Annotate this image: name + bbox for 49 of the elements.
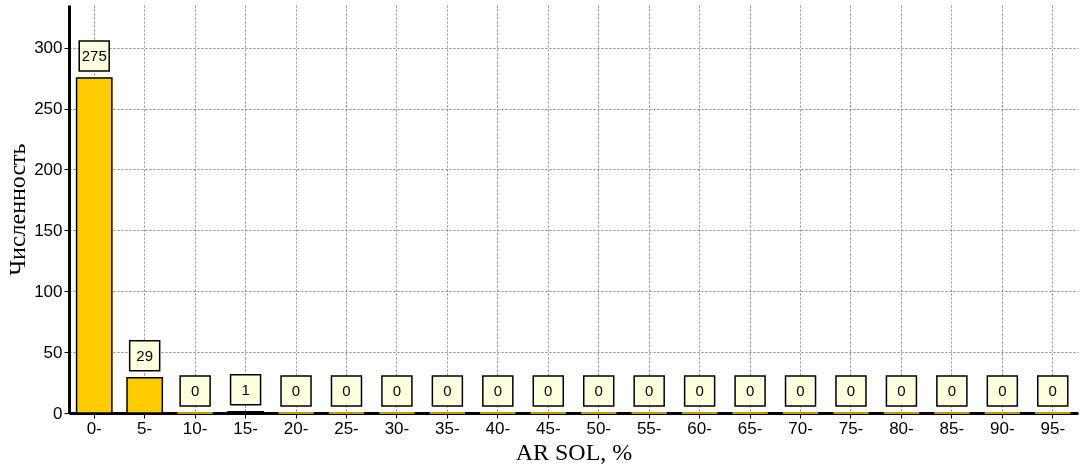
data-label: 0	[443, 382, 452, 399]
data-label: 1	[241, 380, 250, 398]
y-axis-title: Численность	[4, 143, 31, 276]
data-label: 0	[745, 382, 755, 399]
data-label: 0	[594, 382, 603, 399]
data-label: 0	[897, 382, 906, 399]
x-tick-label: 5-	[137, 418, 153, 438]
data-label: 0	[544, 382, 553, 399]
x-tick-label: 75-	[838, 418, 864, 438]
x-tick-label: 35-	[435, 418, 460, 438]
x-tick-label: 40-	[485, 418, 511, 438]
y-tick-label: 300	[34, 38, 63, 58]
data-label: 0	[947, 382, 957, 399]
data-label: 0	[998, 382, 1007, 399]
y-tick-label: 200	[34, 159, 63, 179]
x-tick-label: 90-	[990, 418, 1015, 438]
data-label: 0	[695, 382, 704, 399]
data-label: 0	[846, 382, 856, 399]
data-label: 0	[796, 382, 805, 399]
x-tick-label: 80-	[889, 418, 914, 438]
x-tick-label: 15-	[233, 418, 258, 438]
x-tick-label: 70-	[788, 418, 813, 438]
data-label: 0	[1048, 382, 1057, 399]
data-label: 0	[493, 382, 502, 399]
data-label: 0	[342, 382, 351, 399]
x-tick-label: 45-	[535, 418, 561, 438]
data-label: 29	[136, 346, 154, 364]
y-tick-label: 100	[34, 281, 63, 301]
x-axis-title: AR SOL, %	[515, 438, 633, 465]
y-tick-label: 250	[34, 99, 63, 119]
x-tick-label: 65-	[737, 418, 763, 438]
y-tick-label: 50	[43, 342, 63, 362]
y-tick-label: 0	[53, 403, 63, 423]
data-label: 0	[291, 382, 301, 399]
data-label: 275	[81, 47, 107, 65]
x-tick-label: 0-	[86, 418, 102, 438]
x-tick-label: 20-	[283, 418, 309, 438]
x-tick-label: 95-	[1040, 418, 1066, 438]
x-tick-label: 60-	[687, 418, 712, 438]
x-tick-label: 10-	[182, 418, 208, 438]
y-tick-label: 150	[34, 220, 63, 240]
x-tick-label: 25-	[334, 418, 359, 438]
data-label: 0	[392, 382, 402, 399]
x-tick-label: 50-	[586, 418, 612, 438]
data-label: 0	[645, 382, 654, 399]
x-tick-label: 85-	[939, 418, 965, 438]
x-tick-label: 30-	[384, 418, 410, 438]
x-tick-label: 55-	[636, 418, 662, 438]
data-label: 0	[190, 382, 200, 399]
